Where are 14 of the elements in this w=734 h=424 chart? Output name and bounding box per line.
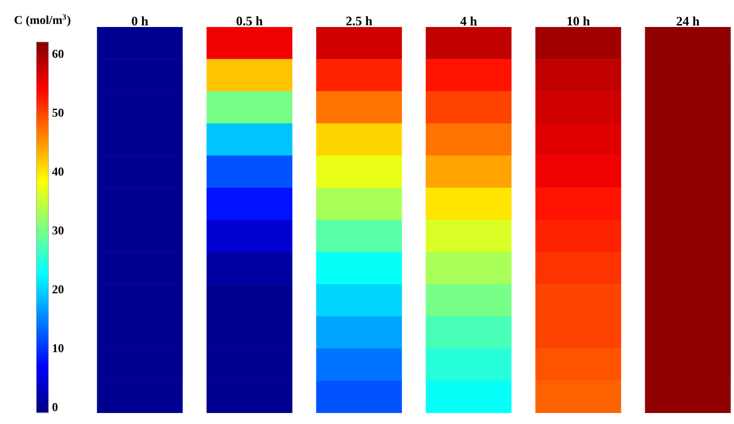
color-bar-label: 50 [52,108,64,117]
x-tick-label: 0 h [132,16,148,26]
color-bar-label: 40 [52,168,64,176]
color-bar-label: 60 [52,50,64,58]
x-tick-label: 4 h [460,16,477,26]
color-bar-title: C (mol/m$^{3}$) [14,14,70,26]
x-tick-label: 10 h [568,16,590,26]
color-bar-label: 10 [52,344,64,352]
x-tick-label: 0.5 h [236,16,263,26]
x-tick-label: 24 h [676,16,700,26]
color-bar-label: 30 [52,226,64,234]
x-tick-label: 2.5 h [346,16,372,26]
color-bar-label: 20 [52,285,64,294]
color-bar-label: 0 [52,403,58,412]
